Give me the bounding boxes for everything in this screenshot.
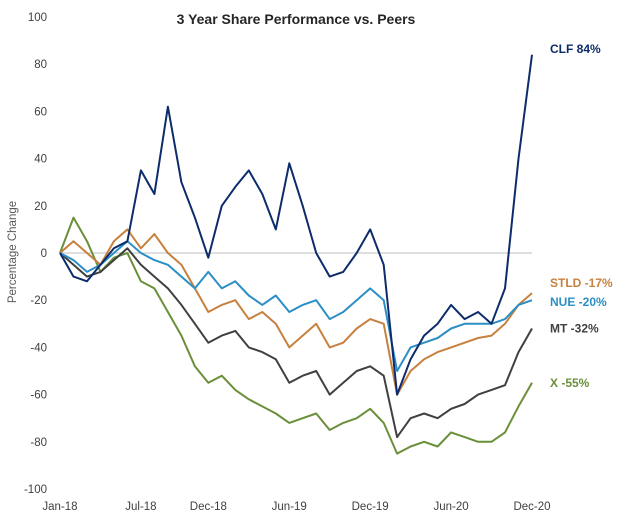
chart-title: 3 Year Share Performance vs. Peers <box>177 11 416 27</box>
series-line-mt <box>59 247 533 439</box>
y-tick-label: -100 <box>24 484 47 496</box>
y-tick-label: -80 <box>30 437 47 449</box>
end-label-mt: MT -32% <box>550 322 599 336</box>
y-tick-label: 20 <box>34 201 47 213</box>
end-label-x: X -55% <box>550 376 590 390</box>
series-line-nue <box>59 240 533 372</box>
series-line-stld <box>59 228 533 396</box>
y-tick-label: 40 <box>34 154 47 166</box>
y-axis-ticks: -100 -80 -60 -40 -20 0 20 40 60 80 100 <box>24 12 47 496</box>
end-label-nue: NUE -20% <box>550 295 607 309</box>
series-line-clf <box>59 54 533 396</box>
x-tick-label: Jan-18 <box>42 501 77 513</box>
end-label-stld: STLD -17% <box>550 276 613 290</box>
x-tick-label: Dec-20 <box>513 501 550 513</box>
y-tick-label: -20 <box>30 295 47 307</box>
y-tick-label: 60 <box>34 106 47 118</box>
series-lines <box>59 54 533 455</box>
x-tick-label: Jul-18 <box>125 501 156 513</box>
end-label-clf: CLF 84% <box>550 42 601 56</box>
y-tick-label: -40 <box>30 342 47 354</box>
y-tick-label: 0 <box>41 248 47 260</box>
x-tick-label: Jun-20 <box>433 501 468 513</box>
x-axis-ticks: Jan-18 Jul-18 Dec-18 Jun-19 Dec-19 Jun-20 Dec-… <box>42 501 550 513</box>
y-tick-label: 100 <box>28 12 47 24</box>
series-line-x <box>59 216 533 455</box>
x-tick-label: Jun-19 <box>272 501 307 513</box>
y-tick-label: 80 <box>34 59 47 71</box>
y-tick-label: -60 <box>30 390 47 402</box>
x-tick-label: Dec-19 <box>352 501 389 513</box>
y-axis-label: Percentage Change <box>7 201 19 303</box>
x-tick-label: Dec-18 <box>190 501 227 513</box>
series-end-labels: CLF 84% STLD -17% NUE -20% MT -32% X -55% <box>550 42 613 390</box>
